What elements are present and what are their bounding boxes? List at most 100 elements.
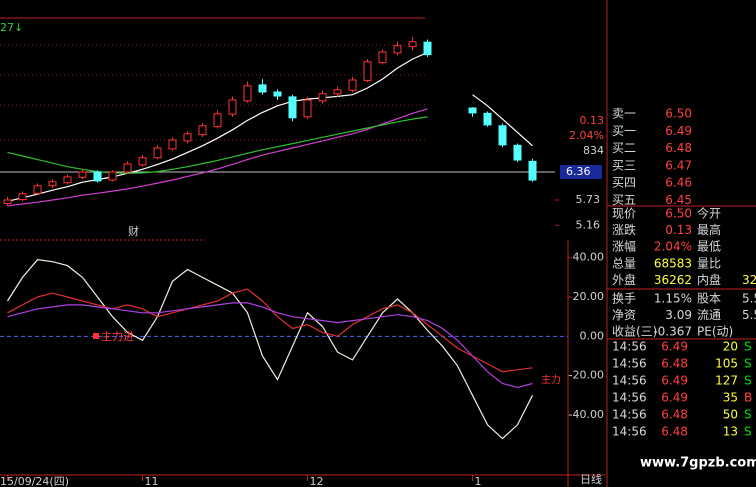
candle-body bbox=[108, 171, 117, 181]
trade-side: S bbox=[744, 374, 752, 388]
trade-price: 6.49 bbox=[661, 391, 688, 405]
candle-body bbox=[288, 96, 297, 119]
candle-body bbox=[513, 144, 522, 161]
trade-volume: 127 bbox=[715, 374, 738, 388]
signal-marker bbox=[93, 333, 99, 339]
trade-volume: 13 bbox=[723, 425, 738, 439]
candle-body bbox=[93, 171, 102, 182]
stat-label: 流通 bbox=[697, 308, 721, 322]
stat-label: 涨幅 bbox=[612, 239, 636, 254]
ma-line bbox=[7, 108, 428, 207]
stat-label: 今开 bbox=[697, 206, 721, 221]
stat-value: 3.09 bbox=[665, 308, 692, 322]
trade-price: 6.48 bbox=[661, 425, 688, 439]
top-label: 27↓ bbox=[0, 21, 23, 34]
candle-body bbox=[318, 93, 327, 102]
stat-label: 股本 bbox=[697, 292, 721, 306]
trade-price: 6.48 bbox=[661, 408, 688, 422]
candle-body bbox=[378, 51, 387, 64]
stat-label: 外盘 bbox=[612, 272, 636, 287]
overlay-label: 0.13 bbox=[580, 114, 605, 127]
y-tick-label: 0.00 bbox=[580, 329, 605, 342]
book-price: 6.49 bbox=[665, 124, 692, 138]
candle-body bbox=[423, 41, 432, 56]
book-label: 卖一 bbox=[612, 107, 636, 121]
stat-label: 收益(三) bbox=[612, 325, 657, 339]
stat-value: 2.04% bbox=[654, 240, 692, 254]
candle-body bbox=[18, 193, 27, 201]
book-label: 买二 bbox=[612, 141, 636, 155]
book-label: 买三 bbox=[612, 158, 636, 172]
candle-body bbox=[243, 85, 252, 102]
stat-value: 32 bbox=[742, 273, 756, 287]
y-tick-label: 5.16 bbox=[576, 218, 601, 231]
candle-body bbox=[498, 125, 507, 146]
crosshair-label: 6.36 bbox=[566, 165, 591, 178]
y-tick-label: 5.73 bbox=[576, 193, 601, 206]
overlay-label: 834 bbox=[583, 144, 604, 157]
candle-body bbox=[483, 112, 492, 126]
book-label: 买四 bbox=[612, 176, 636, 190]
trade-time: 14:56 bbox=[612, 408, 647, 422]
indicator-line bbox=[7, 302, 533, 389]
book-label: 买五 bbox=[612, 193, 636, 207]
trade-side: B bbox=[744, 391, 752, 405]
stat-label: 现价 bbox=[612, 207, 636, 221]
trade-side: S bbox=[744, 340, 752, 354]
stat-label: PE(动) bbox=[697, 325, 733, 339]
candle-body bbox=[213, 113, 222, 128]
ma-line bbox=[7, 51, 533, 202]
book-label: 买一 bbox=[612, 124, 636, 138]
stat-value: -0.367 bbox=[653, 325, 692, 339]
y-tick-label: -40.00 bbox=[569, 408, 604, 421]
candle-body bbox=[273, 91, 282, 97]
crosshair-box bbox=[560, 165, 602, 179]
end-label: 主力 bbox=[541, 373, 561, 386]
watermark: www.7gpzb.com bbox=[640, 456, 756, 471]
trade-time: 14:56 bbox=[612, 340, 647, 354]
trade-time: 14:56 bbox=[612, 357, 647, 371]
candle-body bbox=[228, 99, 237, 115]
x-tick-label: 15/09/24(四) bbox=[0, 475, 69, 487]
stat-label: 总量 bbox=[612, 256, 636, 270]
stat-label: 净资 bbox=[612, 308, 636, 322]
y-tick-label: 40.00 bbox=[573, 251, 605, 264]
indicator-line bbox=[7, 288, 533, 373]
overlay-label: 2.04% bbox=[569, 129, 604, 142]
book-price: 6.48 bbox=[665, 141, 692, 155]
candle-body bbox=[3, 199, 12, 205]
trade-side: S bbox=[744, 408, 752, 422]
stat-label: 量比 bbox=[697, 256, 721, 270]
candle-body bbox=[48, 181, 57, 187]
stat-value: 36262 bbox=[654, 273, 692, 287]
candle-body bbox=[528, 160, 537, 181]
x-tick-label: 12 bbox=[310, 475, 324, 487]
candle-body bbox=[198, 125, 207, 136]
stat-value: 6.50 bbox=[665, 207, 692, 221]
candle-body bbox=[138, 157, 147, 166]
stat-value: 0.13 bbox=[665, 223, 692, 237]
candle-body bbox=[33, 185, 42, 194]
trade-volume: 50 bbox=[723, 408, 738, 422]
candle-body bbox=[408, 41, 417, 48]
book-price: 6.50 bbox=[665, 107, 692, 121]
stat-value: 5.5 bbox=[742, 308, 756, 322]
trade-price: 6.48 bbox=[661, 357, 688, 371]
x-tick-label: 11 bbox=[145, 475, 159, 487]
stat-label: 内盘 bbox=[697, 272, 721, 287]
signal-label: 主力进 bbox=[101, 330, 134, 343]
candle-body bbox=[123, 163, 132, 173]
x-tick-label: 1 bbox=[475, 475, 482, 487]
candle-body bbox=[258, 84, 267, 93]
y-tick-label: 20.00 bbox=[573, 290, 605, 303]
stat-value: 5.5 bbox=[742, 292, 756, 306]
candle-body bbox=[333, 89, 342, 95]
candle-body bbox=[78, 171, 87, 178]
candle-body bbox=[348, 79, 357, 91]
overlay-cover bbox=[428, 0, 555, 108]
indicator-line bbox=[6, 259, 534, 440]
stat-label: 最高 bbox=[697, 222, 721, 237]
candle-body bbox=[183, 133, 192, 142]
trade-time: 14:56 bbox=[612, 425, 647, 439]
